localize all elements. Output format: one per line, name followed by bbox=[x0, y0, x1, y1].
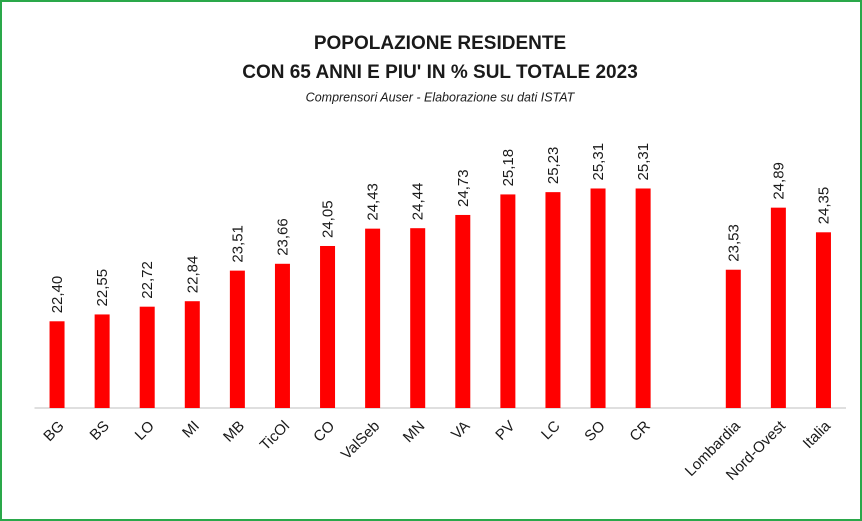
bar bbox=[770, 207, 786, 408]
data-label: 23,66 bbox=[274, 218, 291, 256]
chart-subtitle: CON 65 ANNI E PIU' IN % SUL TOTALE 2023 bbox=[242, 62, 638, 83]
data-label: 24,44 bbox=[410, 183, 427, 221]
data-label: 24,89 bbox=[770, 162, 787, 200]
bar bbox=[725, 269, 741, 408]
data-label: 22,55 bbox=[94, 269, 111, 307]
bar bbox=[49, 321, 65, 408]
data-label: 25,23 bbox=[545, 147, 562, 185]
bar bbox=[94, 314, 110, 408]
data-label: 24,43 bbox=[365, 183, 382, 221]
bar bbox=[410, 228, 426, 408]
bar bbox=[274, 263, 290, 408]
bar bbox=[320, 245, 336, 408]
data-label: 23,53 bbox=[725, 224, 742, 262]
bar bbox=[139, 306, 155, 408]
data-label: 25,18 bbox=[500, 149, 517, 187]
data-label: 24,05 bbox=[320, 200, 337, 238]
data-label: 22,72 bbox=[139, 261, 156, 299]
data-label: 24,35 bbox=[815, 187, 832, 225]
data-label: 25,31 bbox=[635, 143, 652, 181]
chart-note: Comprensori Auser - Elaborazione su dati… bbox=[306, 90, 576, 104]
data-label: 25,31 bbox=[590, 143, 607, 181]
bar bbox=[635, 188, 651, 408]
bar bbox=[455, 214, 471, 408]
bar bbox=[500, 194, 516, 408]
bar bbox=[545, 192, 561, 408]
data-label: 23,51 bbox=[229, 225, 246, 263]
data-label: 24,73 bbox=[455, 169, 472, 207]
data-label: 22,40 bbox=[49, 276, 66, 314]
bar bbox=[815, 232, 831, 408]
bar bbox=[229, 270, 245, 408]
bar bbox=[365, 228, 381, 408]
data-label: 22,84 bbox=[184, 256, 201, 294]
chart-title: POPOLAZIONE RESIDENTE bbox=[314, 33, 566, 54]
bar bbox=[590, 188, 606, 408]
bar bbox=[184, 301, 200, 408]
